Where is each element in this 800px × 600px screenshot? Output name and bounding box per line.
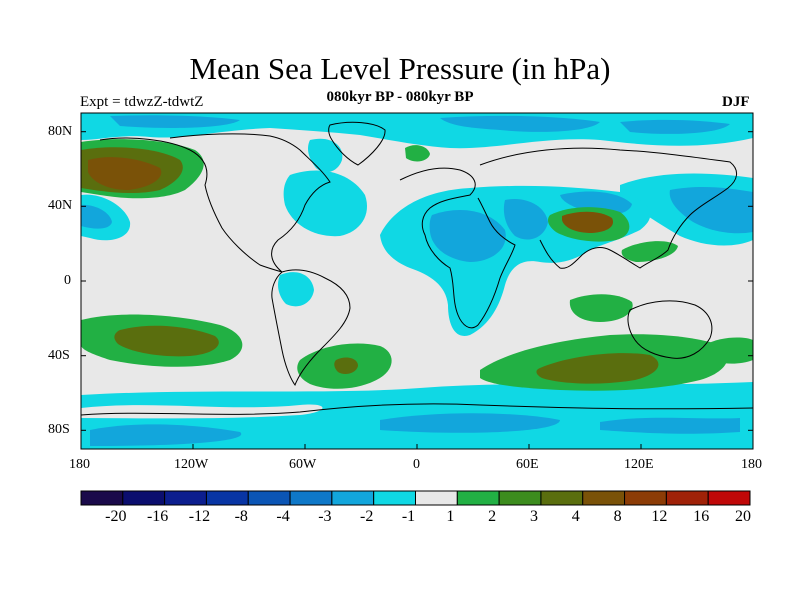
- arabia-blue-patch: [503, 199, 548, 240]
- colorbar-box: [373, 490, 416, 506]
- south-pacific-olive-core: [114, 325, 219, 357]
- central-asia-blue-patch: [560, 191, 632, 215]
- antarctic-coast-neutral: [81, 404, 323, 419]
- southern-ocean-blue-patch: [90, 424, 242, 446]
- lon-label: 60E: [516, 457, 539, 472]
- arctic-blue-patch: [110, 115, 240, 128]
- colorbar-label: 12: [651, 508, 668, 525]
- southern-ocean-blue-patch: [600, 417, 740, 434]
- colorbar-box: [247, 490, 291, 506]
- africa-europe-coast: [399, 167, 516, 329]
- colorbar-label: 3: [529, 508, 538, 525]
- arctic-blue-patch: [620, 119, 730, 134]
- colorbar-label: 16: [693, 508, 710, 525]
- south-america-coast: [271, 269, 351, 387]
- pressure-field: [81, 113, 753, 449]
- lon-label: 180: [69, 457, 90, 472]
- colorbar-box: [582, 490, 626, 506]
- lon-label: 180: [741, 457, 762, 472]
- colorbar-label: 20: [735, 508, 751, 525]
- lon-label: 60W: [289, 457, 317, 472]
- alaska-brown-core: [88, 157, 162, 190]
- asia-coast: [479, 147, 737, 269]
- east-australia-green-patch: [705, 337, 753, 364]
- colorbar-box: [331, 490, 375, 506]
- colorbar-label: 1: [446, 508, 455, 525]
- map-subtitle: 080kyr BP - 080kyr BP: [326, 89, 474, 105]
- colorbar-box: [540, 490, 584, 506]
- colorbar-box: [624, 490, 667, 506]
- north-atlantic-cyan-arc: [308, 138, 343, 173]
- west-pacific-green-patch: [621, 241, 678, 262]
- colorbar-label: -16: [146, 508, 169, 525]
- colorbar-box: [707, 490, 751, 506]
- colorbar-box: [456, 490, 500, 506]
- colorbar-label: 2: [488, 508, 497, 525]
- season-label: DJF: [722, 94, 750, 110]
- axis-ticks: [80, 131, 754, 449]
- coastlines: [81, 121, 753, 416]
- colorbar-label: 8: [613, 508, 622, 525]
- colorbar-label: -12: [188, 508, 211, 525]
- greenland-green-patch: [405, 145, 430, 162]
- map-title: Mean Sea Level Pressure (in hPa): [189, 51, 611, 86]
- antarctica-coast: [81, 403, 753, 416]
- colorbar-box: [498, 490, 542, 506]
- north-america-coast: [99, 133, 331, 273]
- southern-ocean-blue-patch: [380, 413, 560, 433]
- indian-ocean-olive-core: [536, 353, 659, 384]
- colorbar-label: -2: [360, 508, 374, 525]
- experiment-label: Expt = tdwzZ-tdwtZ: [80, 94, 204, 110]
- lon-label: 120W: [174, 457, 209, 472]
- lat-label: 40N: [48, 198, 73, 213]
- colorbar-box: [122, 490, 166, 506]
- south-atlantic-olive-core: [334, 357, 358, 374]
- colorbar-label: -3: [318, 508, 332, 525]
- colorbar-label: -20: [105, 508, 127, 525]
- arctic-blue-patch: [440, 115, 600, 132]
- australia-west-green-patch: [569, 294, 633, 322]
- lat-label: 80N: [48, 124, 73, 139]
- north-east-pacific-blue: [669, 186, 753, 234]
- lat-label: 80S: [48, 422, 70, 437]
- west-pacific-blue: [81, 204, 112, 229]
- colorbar-box: [289, 490, 333, 506]
- colorbar-box: [205, 490, 249, 506]
- north-atlantic-cyan: [283, 170, 368, 237]
- lat-label: 0: [64, 273, 71, 288]
- colorbar-label: -8: [234, 508, 248, 525]
- east-pacific-cyan: [278, 272, 314, 307]
- greenland-coast: [328, 121, 386, 166]
- lat-label: 40S: [48, 348, 70, 363]
- tibet-brown-core: [562, 211, 614, 233]
- colorbar-label: -1: [401, 508, 416, 525]
- colorbar-box: [665, 490, 709, 506]
- lon-label: 0: [413, 457, 420, 472]
- australia-coast: [627, 300, 713, 359]
- colorbar-box: [80, 490, 124, 506]
- colorbar: [80, 490, 751, 506]
- colorbar-label: -4: [276, 508, 290, 525]
- colorbar-box: [164, 490, 207, 506]
- colorbar-box: [415, 490, 458, 506]
- lon-label: 120E: [624, 457, 654, 472]
- colorbar-label: 4: [571, 508, 580, 525]
- africa-blue-patch: [429, 210, 506, 262]
